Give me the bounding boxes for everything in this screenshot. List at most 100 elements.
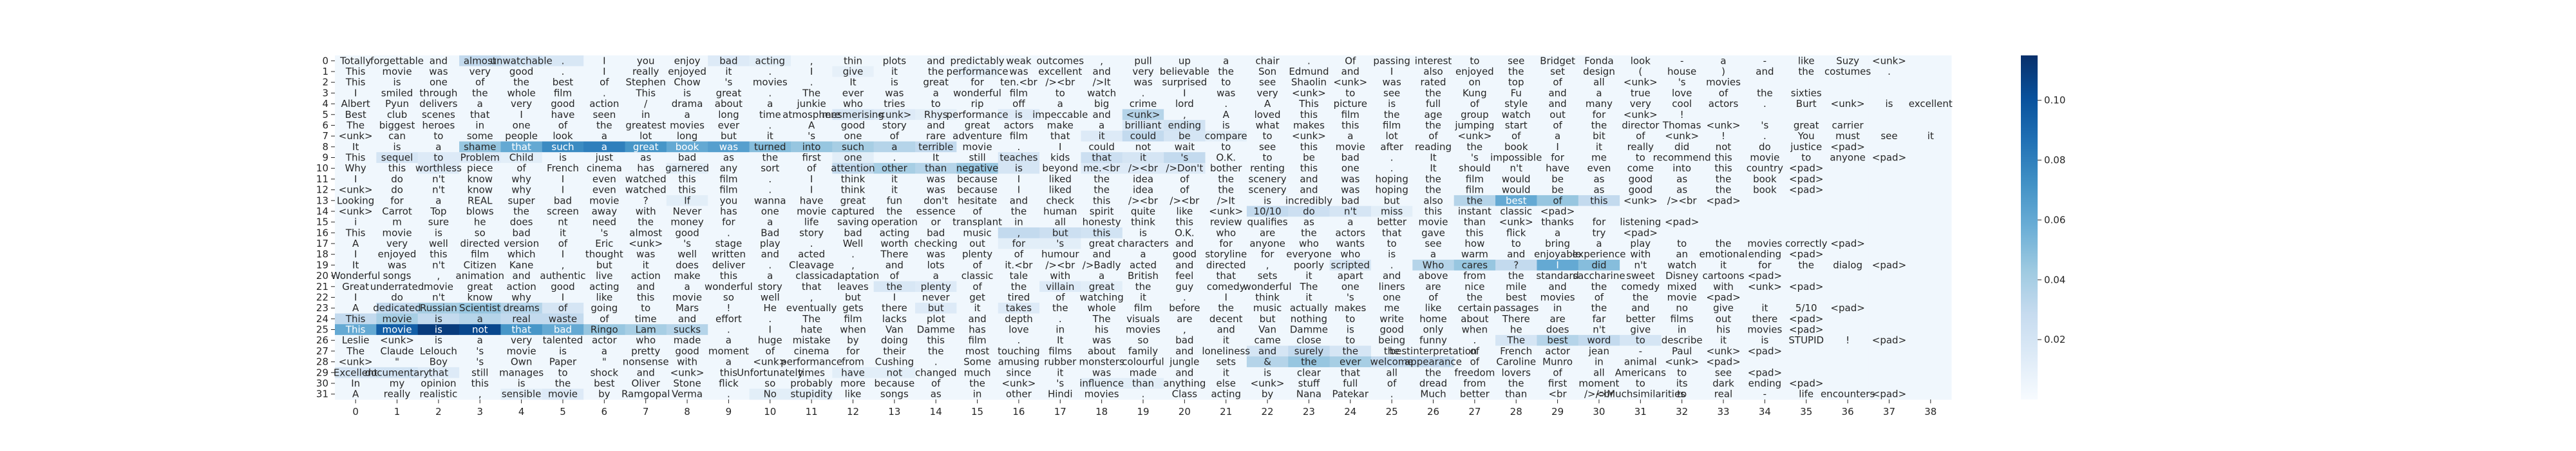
heatmap-cell: [500, 216, 543, 228]
heatmap-cell: [832, 260, 875, 271]
cell-token-label: <pad>: [1872, 259, 1906, 271]
cell-token-label: movie: [383, 66, 412, 77]
heatmap-cell: [1412, 77, 1455, 88]
x-tick-label: 26: [1427, 406, 1439, 417]
cell-token-label: a: [1347, 130, 1353, 142]
cell-token-label: dread: [1419, 378, 1447, 389]
heatmap-cell: [417, 249, 460, 260]
heatmap-cell: [1495, 162, 1537, 175]
cell-token-label: outcomes: [1036, 55, 1084, 66]
cell-token-label: Wonderful: [331, 270, 381, 282]
cell-token-label: for: [1593, 109, 1606, 120]
cell-token-label: to: [1801, 152, 1811, 164]
heatmap-cell: [1868, 109, 1911, 120]
heatmap-cell: [708, 216, 750, 228]
heatmap-cell: [1744, 195, 1786, 207]
cell-token-label: I: [810, 173, 813, 185]
cell-token-label: as: [931, 389, 942, 400]
cell-token-label: would: [1502, 173, 1531, 185]
heatmap-cell: [1164, 162, 1206, 175]
heatmap-cell: [873, 238, 916, 249]
cell-token-label: <unk>: [1251, 378, 1285, 389]
cell-token-label: whole: [1087, 302, 1115, 314]
cell-token-label: storyline: [1205, 249, 1247, 260]
heatmap-cell: [1744, 281, 1786, 293]
cell-token-label: .: [768, 66, 772, 77]
heatmap-cell: [500, 77, 543, 88]
cell-token-label: in: [475, 119, 484, 131]
heatmap-cell: [1578, 88, 1620, 99]
heatmap-cell: [500, 162, 543, 175]
cell-token-label: the: [762, 152, 778, 164]
cell-token-label: Mars: [676, 302, 699, 314]
heatmap-cell: [873, 109, 916, 120]
cell-token-label: picture: [1334, 98, 1367, 110]
heatmap-cell: [1288, 109, 1331, 120]
heatmap-cell: [417, 98, 460, 110]
cell-token-label: carrier: [1832, 119, 1864, 131]
heatmap-cell: [459, 249, 501, 260]
cell-token-label: saccharine: [1573, 270, 1625, 282]
heatmap-cell: [1246, 130, 1289, 142]
cell-token-label: with: [677, 356, 697, 368]
heatmap-cell: [1578, 249, 1620, 260]
heatmap-cell: [998, 238, 1040, 249]
cell-token-label: clear: [1297, 367, 1321, 378]
cell-token-label: it: [1596, 141, 1602, 153]
cell-token-label: STUPID: [1788, 334, 1824, 346]
cell-token-label: and: [1548, 281, 1566, 293]
cell-token-label: and: [1548, 87, 1566, 99]
cell-token-label: <pad>: [1624, 227, 1658, 238]
heatmap-cell: [956, 162, 999, 175]
cell-token-label: it: [1057, 367, 1063, 378]
heatmap-cell: [1205, 130, 1247, 142]
heatmap-cell: [915, 270, 957, 282]
heatmap-cell: [1868, 367, 1911, 379]
heatmap-cell: [666, 77, 708, 88]
heatmap-cell: [749, 249, 791, 260]
heatmap-cell: [1909, 141, 1952, 153]
cell-token-label: who: [1340, 249, 1360, 260]
heatmap-cell: [542, 120, 584, 131]
cell-token-label: ,: [810, 291, 813, 303]
cell-token-label: I: [810, 184, 813, 196]
cell-token-label: makes: [1334, 302, 1366, 314]
cell-token-label: why: [511, 184, 531, 196]
cell-token-label: this: [678, 184, 696, 196]
heatmap-cell: [1495, 184, 1537, 196]
cell-token-label: The: [802, 87, 820, 99]
heatmap-cell: [708, 162, 750, 175]
heatmap-cell: [583, 98, 626, 110]
cell-token-label: dedicated: [373, 302, 421, 314]
heatmap-cell: [542, 55, 584, 67]
cell-token-label: just: [595, 152, 613, 164]
heatmap-cell: [1122, 206, 1164, 217]
heatmap-cell: [1909, 227, 1952, 239]
heatmap-cell: [832, 152, 875, 164]
cell-token-label: comedy: [1207, 281, 1245, 293]
heatmap-cell: [915, 292, 957, 303]
x-tick-label: 1: [394, 406, 401, 417]
cell-token-label: lord: [1175, 98, 1194, 110]
heatmap-cell: [335, 120, 377, 131]
heatmap-cell: [583, 216, 626, 228]
heatmap-cell: [1122, 292, 1164, 303]
heatmap-cell: [583, 195, 626, 207]
heatmap-cell: [708, 109, 750, 120]
heatmap-cells: [335, 55, 1952, 400]
heatmap-cell: [500, 173, 543, 185]
cell-token-label: bit: [1593, 130, 1605, 142]
cell-token-label: enjoyed: [1455, 66, 1494, 77]
cell-token-label: this: [471, 378, 489, 389]
cell-token-label: group: [1461, 109, 1489, 120]
heatmap-cell: [1164, 249, 1206, 260]
heatmap-cell: [1826, 98, 1869, 110]
cell-token-label: I: [1556, 259, 1558, 271]
cell-token-label: .: [768, 119, 772, 131]
cell-token-label: who: [1299, 238, 1319, 249]
heatmap-cell: [1122, 162, 1164, 175]
cell-token-label: film: [1134, 302, 1152, 314]
heatmap-cell: [1329, 216, 1372, 228]
heatmap-cell: [1412, 270, 1455, 282]
heatmap-cell: [915, 227, 957, 239]
